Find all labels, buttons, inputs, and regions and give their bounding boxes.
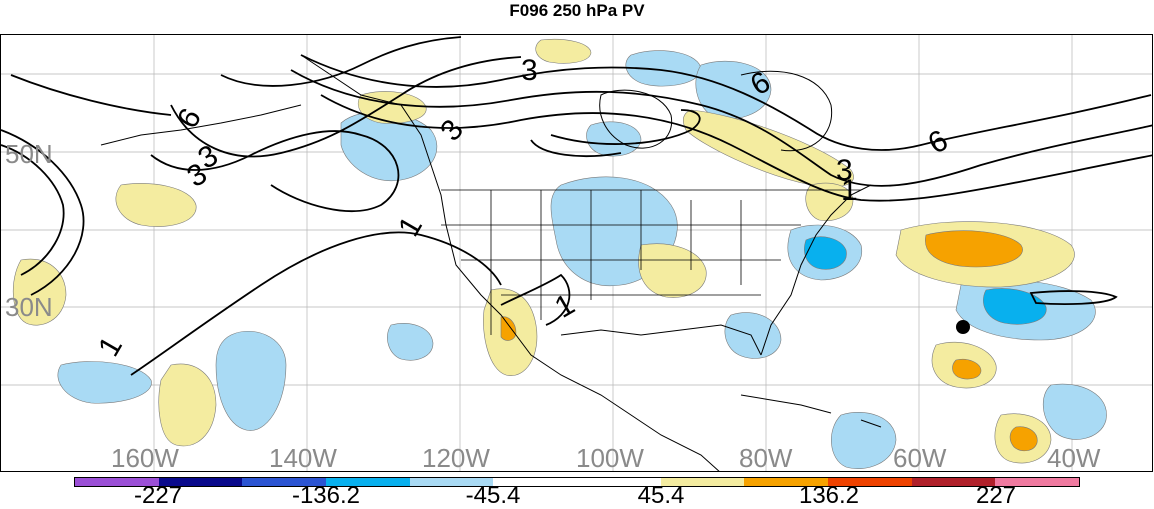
colorbar-swatch	[493, 478, 578, 486]
colorbar-swatch	[744, 478, 829, 486]
colorbar-swatch	[660, 478, 745, 486]
pv-contours	[1, 36, 1152, 376]
greenland-coast	[740, 70, 833, 152]
blue-patch	[215, 331, 287, 431]
blue-patch	[387, 323, 434, 361]
contour-label: 1	[549, 288, 580, 325]
lon-label: 40W	[1047, 443, 1101, 472]
colorbar	[74, 477, 1080, 487]
yellow-patch	[12, 258, 67, 326]
yellow-patch	[115, 183, 197, 227]
pv-shading	[12, 38, 1107, 469]
contour-label: 6	[171, 103, 208, 134]
blue-patch-strong	[983, 288, 1047, 325]
blue-patch	[1043, 383, 1107, 440]
blue-patch	[724, 312, 782, 359]
lon-label: 120W	[422, 443, 490, 472]
contour-label: 3	[521, 54, 538, 87]
map-canvas: 6 3 1 3 6 3 3 3 6 1 1 1	[1, 35, 1152, 471]
yellow-patch	[682, 109, 854, 188]
yellow-patch	[535, 38, 592, 64]
yellow-patch	[357, 91, 427, 124]
orange-patch	[500, 316, 517, 341]
colorbar-swatch	[911, 478, 996, 486]
lat-label: 30N	[5, 292, 53, 322]
contour-label: 1	[841, 174, 858, 207]
gulf-coast	[560, 324, 762, 356]
map-title: F096 250 hPa PV	[509, 1, 645, 20]
lat-label: 50N	[5, 139, 53, 169]
colorbar-swatch	[409, 478, 494, 486]
orange-patch	[1009, 426, 1038, 452]
colorbar-label: 136.2	[798, 482, 860, 509]
colorbar-label: -45.4	[465, 482, 521, 509]
contour-label: 1	[392, 211, 429, 242]
contour-label: 1	[92, 331, 129, 362]
political-borders	[441, 189, 861, 335]
yellow-patch	[805, 182, 854, 221]
blue-patch	[625, 50, 702, 87]
colorbar-swatch	[995, 478, 1080, 486]
colorbar-swatch	[326, 478, 410, 486]
colorbar-swatch	[828, 478, 912, 486]
lon-label: 100W	[576, 443, 644, 472]
yellow-patch	[158, 363, 217, 447]
marker-dot	[956, 320, 970, 334]
blue-patch-strong	[804, 236, 847, 270]
contour-label: 6	[923, 124, 954, 161]
colorbar-label: -227	[133, 482, 183, 509]
lon-label: 160W	[111, 443, 179, 472]
colorbar-label: 227	[975, 482, 1017, 509]
lon-label: 140W	[269, 443, 337, 472]
blue-patch	[57, 361, 152, 404]
colorbar-swatch	[158, 478, 243, 486]
colorbar-swatch	[242, 478, 327, 486]
colorbar-label: 45.4	[637, 482, 685, 509]
caribbean-islands	[740, 394, 882, 428]
blue-patch	[586, 121, 642, 157]
blue-patch	[695, 60, 772, 120]
colorbar-swatch	[577, 478, 661, 486]
colorbar-swatch	[75, 478, 159, 486]
yellow-patch	[638, 243, 707, 298]
lon-label: 80W	[739, 443, 793, 472]
alaska-coast	[100, 104, 302, 146]
contour-label: 3	[434, 113, 470, 147]
hudson-bay	[599, 89, 673, 149]
orange-patch	[952, 358, 982, 380]
orange-patch	[925, 230, 1023, 268]
colorbar-label: -136.2	[291, 482, 361, 509]
contour-label: 3	[836, 154, 853, 187]
lon-label: 60W	[893, 443, 947, 472]
pv-map: 6 3 1 3 6 3 3 3 6 1 1 1 50N 30N 160W 140…	[0, 34, 1153, 472]
